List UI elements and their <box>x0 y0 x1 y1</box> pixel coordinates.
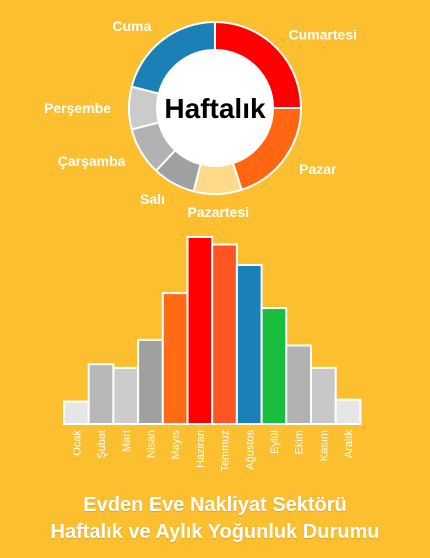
monthly-category-labels: Ocak Şubat Mart Nisan Mayıs Haziran Temmuz Ağus… <box>71 430 355 472</box>
footer-line-2: Haftalık ve Aylık Yoğunluk Durumu <box>50 521 380 543</box>
donut-center-label: Haftalık <box>164 93 266 124</box>
month-label-temmuz: Temmuz <box>220 430 232 472</box>
month-label-eylul: Eylül <box>269 430 281 454</box>
bar-kasim <box>310 366 337 425</box>
month-label-ocak: Ocak <box>71 430 83 456</box>
month-label-aralik: Aralık <box>343 430 355 459</box>
slice-label-pazartesi: Pazartesi <box>188 204 249 220</box>
bar-subat <box>87 363 115 426</box>
slice-label-sali: Salı <box>140 191 165 207</box>
bar-aralik <box>334 398 362 426</box>
slice-pazartesi <box>192 161 243 195</box>
bar-agustos <box>235 264 263 425</box>
slice-label-cuma: Cuma <box>112 18 151 34</box>
slice-label-cumartesi: Cumartesi <box>289 26 357 42</box>
month-label-mart: Mart <box>121 430 133 452</box>
bar-nisan <box>137 338 164 426</box>
month-label-agustos: Ağustos <box>244 430 256 470</box>
month-label-ekim: Ekim <box>294 430 306 454</box>
donut-center <box>157 50 273 166</box>
bar-temmuz <box>211 243 238 425</box>
footer: Evden Eve Nakliyat Sektörü Haftalık ve A… <box>0 492 430 546</box>
weekly-day-labels: Cumartesi Pazar Pazartesi Salı Çarşamba Perşe… <box>44 18 357 220</box>
month-label-kasim: Kasım <box>318 430 330 461</box>
bar-ekim <box>285 344 312 425</box>
bar-mart <box>112 366 140 425</box>
month-label-haziran: Haziran <box>195 430 207 468</box>
bar-haziran <box>186 236 214 425</box>
slice-label-persembe: Perşembe <box>44 100 111 116</box>
weekly-donut-chart <box>128 20 303 195</box>
month-label-subat: Şubat <box>96 430 108 459</box>
monthly-bar-chart <box>63 236 362 426</box>
bar-mayis <box>161 292 189 425</box>
footer-line-1: Evden Eve Nakliyat Sektörü <box>83 494 347 516</box>
slice-label-pazar: Pazar <box>299 161 337 177</box>
bar-eylul <box>260 307 288 425</box>
month-label-nisan: Nisan <box>145 430 157 458</box>
slice-label-carsamba: Çarşamba <box>58 153 126 169</box>
bar-ocak <box>63 400 90 425</box>
month-label-mayis: Mayıs <box>170 430 182 460</box>
